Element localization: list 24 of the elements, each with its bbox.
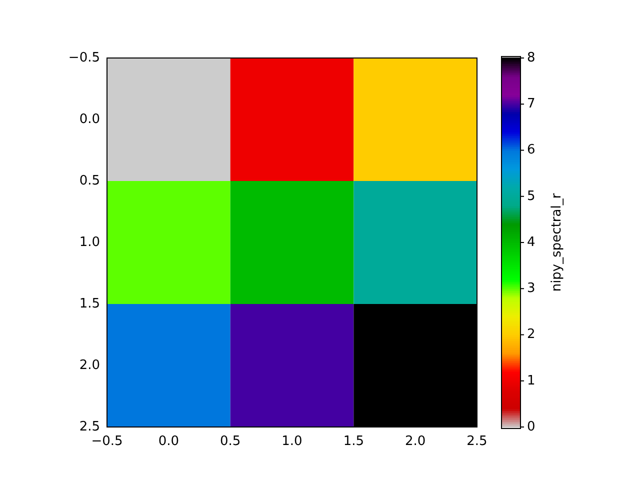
color-bar-label: 8 — [527, 50, 536, 66]
x-tick-label: −0.5 — [91, 434, 123, 450]
y-tick-label: 0.0 — [79, 112, 100, 127]
color-bar-label: 0 — [527, 419, 536, 434]
y-tick-label: 1.5 — [79, 296, 100, 312]
color-bar-title: nipy_spectral_r — [549, 192, 564, 292]
x-tick-label: 1.0 — [282, 434, 302, 450]
y-tick-label: 2.5 — [79, 419, 100, 434]
color-bar-label: 1 — [527, 373, 536, 388]
y-tick-label: −0.5 — [68, 50, 100, 66]
color-bar-label: 2 — [527, 327, 536, 342]
x-tick-label: 0.5 — [220, 434, 241, 450]
x-tick-label: 2.0 — [404, 434, 426, 450]
color-bar-label: 7 — [527, 96, 536, 112]
y-tick-label: 1.0 — [79, 234, 100, 250]
x-tick-label: 1.5 — [343, 434, 364, 450]
color-bar-label: 6 — [527, 142, 536, 158]
x-tick-label: 0.0 — [158, 434, 180, 450]
color-bar-label: 4 — [527, 234, 536, 250]
y-tick-label: 0.5 — [79, 173, 100, 188]
color-bar-label: 3 — [527, 281, 536, 296]
x-tick-label: 2.5 — [466, 434, 488, 450]
color-bar-label: 5 — [527, 188, 536, 204]
y-tick-label: 2.0 — [79, 358, 100, 373]
